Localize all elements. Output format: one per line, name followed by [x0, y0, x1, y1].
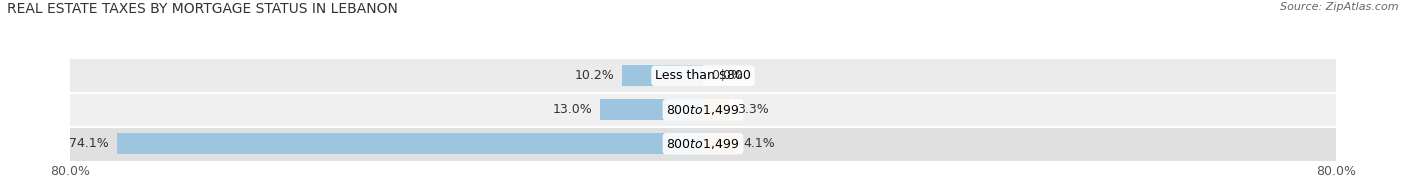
Text: 10.2%: 10.2% [575, 69, 614, 82]
Text: REAL ESTATE TAXES BY MORTGAGE STATUS IN LEBANON: REAL ESTATE TAXES BY MORTGAGE STATUS IN … [7, 2, 398, 16]
Text: $800 to $1,499: $800 to $1,499 [666, 103, 740, 117]
Bar [70, 59, 1336, 93]
Bar [623, 65, 703, 86]
Bar [117, 133, 703, 154]
Text: 13.0%: 13.0% [553, 103, 592, 116]
Text: 4.1%: 4.1% [744, 137, 775, 150]
Text: 0.0%: 0.0% [711, 69, 742, 82]
Bar [70, 93, 1336, 127]
Bar [600, 99, 703, 120]
Bar [703, 133, 735, 154]
Text: Less than $800: Less than $800 [655, 69, 751, 82]
Bar [70, 127, 1336, 161]
Text: $800 to $1,499: $800 to $1,499 [666, 137, 740, 151]
Text: Source: ZipAtlas.com: Source: ZipAtlas.com [1281, 2, 1399, 12]
Text: 74.1%: 74.1% [69, 137, 110, 150]
Text: 3.3%: 3.3% [737, 103, 769, 116]
Bar [703, 99, 730, 120]
